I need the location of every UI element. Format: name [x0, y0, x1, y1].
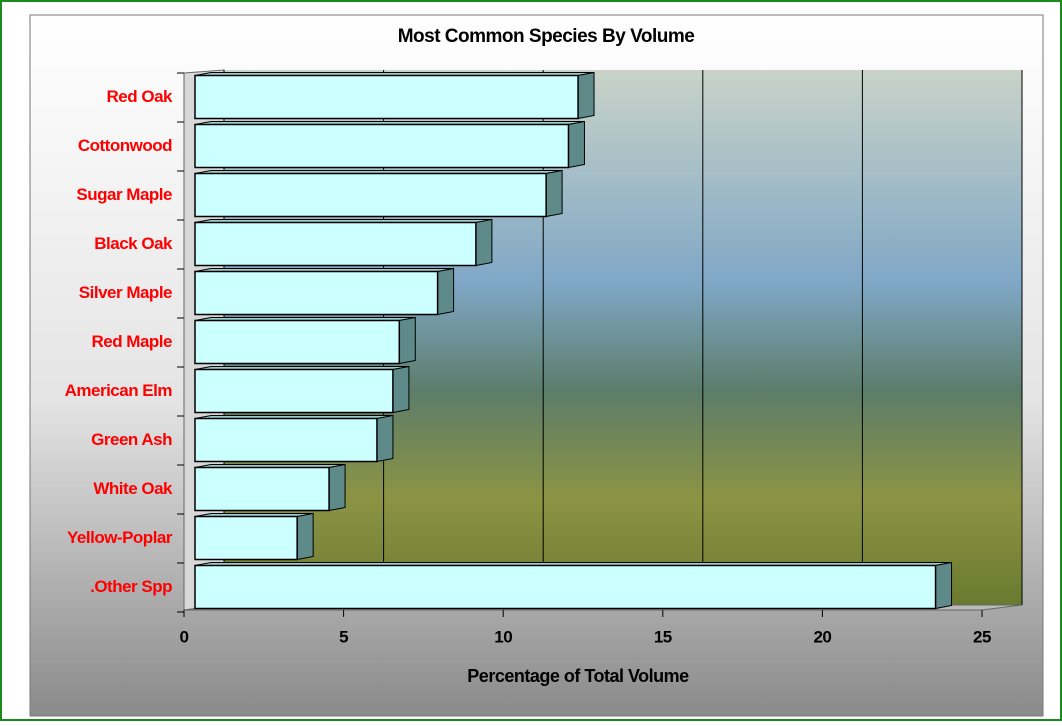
bar-face: [195, 76, 578, 119]
y-tick-label: Silver Maple: [79, 283, 172, 302]
bar: [195, 465, 345, 511]
y-tick-label: Red Maple: [91, 332, 172, 351]
bar-face: [195, 174, 546, 217]
y-tick-label: Red Oak: [107, 87, 174, 106]
x-tick-label: 10: [494, 627, 512, 646]
bar: [195, 269, 454, 315]
bar-end: [297, 514, 313, 560]
bar-end: [377, 416, 393, 462]
bar: [195, 563, 952, 609]
bar-face: [195, 321, 399, 364]
bar-face: [195, 223, 476, 266]
chart-title: Most Common Species By Volume: [398, 26, 695, 47]
x-axis-label: Percentage of Total Volume: [467, 666, 689, 686]
bar-face: [195, 566, 936, 609]
bar-face: [195, 370, 393, 413]
y-tick-label: .Other Spp: [90, 577, 172, 596]
bar-end: [546, 171, 562, 217]
y-tick-label: Yellow-Poplar: [67, 528, 173, 547]
bar-end: [393, 367, 409, 413]
bar: [195, 367, 409, 413]
bar: [195, 73, 594, 119]
bar-end: [329, 465, 345, 511]
bar-face: [195, 468, 329, 511]
y-tick-label: Black Oak: [94, 234, 173, 253]
bar: [195, 122, 584, 168]
bar-face: [195, 272, 438, 315]
bar-face: [195, 419, 377, 462]
bar: [195, 171, 562, 217]
y-tick-label: White Oak: [93, 479, 173, 498]
x-tick-label: 0: [180, 627, 189, 646]
bar-end: [476, 220, 492, 266]
y-tick-label: Green Ash: [91, 430, 172, 449]
x-tick-label: 25: [973, 627, 991, 646]
bar: [195, 318, 415, 364]
y-tick-label: Cottonwood: [78, 136, 172, 155]
bar: [195, 416, 393, 462]
bar-end: [578, 73, 594, 119]
bar-end: [568, 122, 584, 168]
y-tick-label: American Elm: [65, 381, 173, 400]
bar-end: [438, 269, 454, 315]
x-tick-label: 15: [654, 627, 672, 646]
y-tick-label: Sugar Maple: [76, 185, 172, 204]
bar-face: [195, 125, 568, 168]
chart: Most Common Species By Volume Percentage…: [0, 0, 1062, 721]
bar-end: [936, 563, 952, 609]
bar-face: [195, 517, 297, 560]
bar-end: [399, 318, 415, 364]
bar: [195, 220, 492, 266]
x-tick-label: 20: [813, 627, 831, 646]
x-tick-label: 5: [339, 627, 348, 646]
bar: [195, 514, 313, 560]
